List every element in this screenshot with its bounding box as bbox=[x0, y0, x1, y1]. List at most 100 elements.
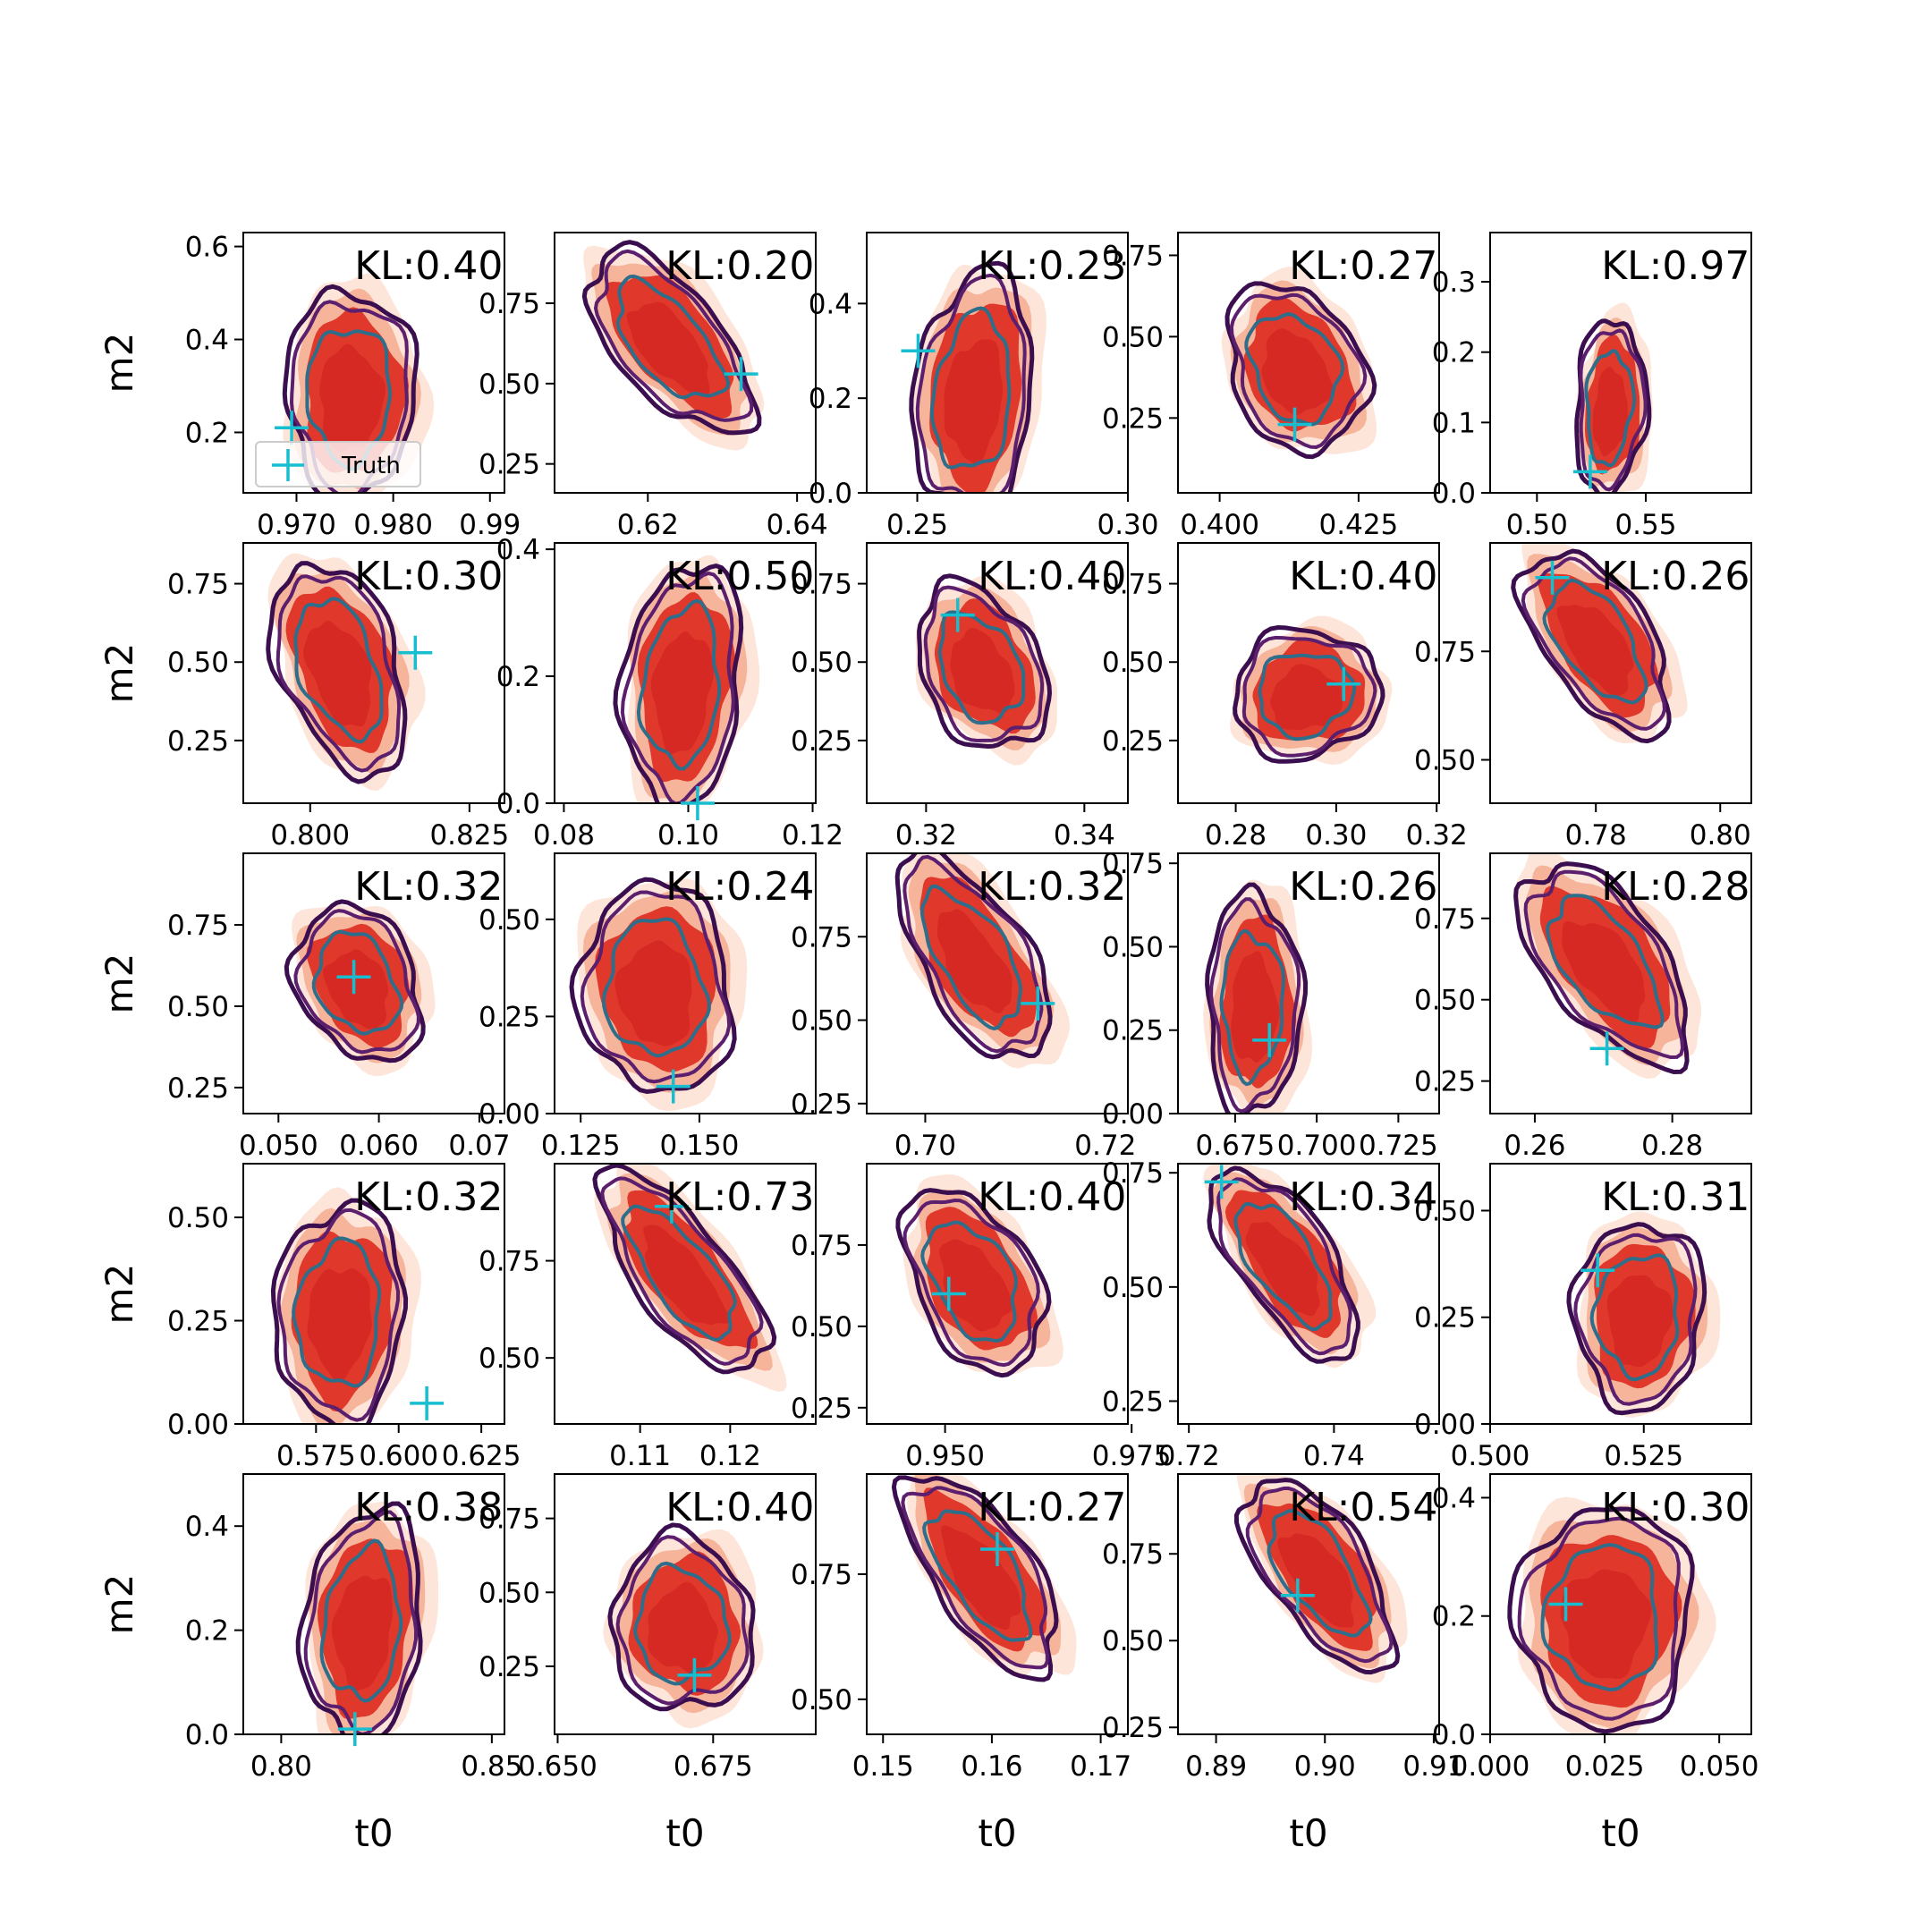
y-tick-label: 0.25 bbox=[791, 1393, 852, 1425]
y-tick-label: 0.25 bbox=[791, 725, 852, 758]
axes-frame bbox=[1177, 542, 1440, 804]
x-tick-label: 0.17 bbox=[1070, 1750, 1131, 1783]
y-tick-label: 0.25 bbox=[791, 1089, 852, 1121]
x-tick-label: 0.72 bbox=[1158, 1440, 1220, 1472]
y-tick-label: 0.2 bbox=[185, 1615, 229, 1648]
contour-line-outer bbox=[592, 1164, 777, 1375]
axes-frame bbox=[242, 1163, 505, 1425]
y-tick-label: 0.00 bbox=[167, 1409, 229, 1441]
panel-2-5: 0.78 0.80 0.50 0.75 KL:0.26 bbox=[1414, 542, 1752, 852]
contour-line-outer bbox=[1574, 318, 1652, 493]
contour-line-outer bbox=[1224, 281, 1377, 460]
contour-group bbox=[270, 1187, 421, 1424]
contour-line-mid bbox=[580, 890, 732, 1084]
axes-frame bbox=[242, 542, 505, 804]
contour-line-mid bbox=[923, 585, 1045, 743]
y-tick-label: 0.50 bbox=[1414, 985, 1476, 1017]
x-tick-label: 0.90 bbox=[1294, 1750, 1356, 1783]
x-tick-label: 0.000 bbox=[1451, 1750, 1530, 1783]
y-tick-label: 0.3 bbox=[1432, 267, 1476, 299]
x-axis-label: t0 bbox=[1601, 1811, 1640, 1855]
contour-line-outer bbox=[1233, 624, 1385, 764]
contour-group bbox=[295, 1501, 439, 1734]
contour-line-mid bbox=[1521, 556, 1666, 731]
panel-3-4: 0.675 0.700 0.725 0.00 0.25 0.50 0.75 KL:0.26 bbox=[1102, 848, 1440, 1162]
density-fill-core bbox=[1231, 951, 1280, 1063]
y-tick-label: 0.75 bbox=[479, 1504, 540, 1536]
panel-1-1: 0.970 0.980 0.99 0.2 0.4 0.6 KL:0.40 Truth m2 bbox=[97, 232, 521, 541]
truth-marker bbox=[1535, 560, 1570, 595]
x-axis-label: t0 bbox=[1289, 1811, 1327, 1855]
truth-marker bbox=[1021, 986, 1055, 1021]
y-tick-label: 0.50 bbox=[1414, 745, 1476, 777]
contour-line-outer bbox=[1233, 1478, 1401, 1675]
x-tick-label: 0.26 bbox=[1504, 1130, 1565, 1162]
x-tick-label: 0.980 bbox=[353, 509, 433, 541]
y-tick-label: 0.4 bbox=[185, 325, 229, 357]
x-tick-label: 0.675 bbox=[1196, 1130, 1275, 1162]
truth-marker bbox=[940, 597, 975, 632]
x-tick-label: 0.150 bbox=[660, 1130, 740, 1162]
panels-layer: 0.970 0.980 0.99 0.2 0.4 0.6 KL:0.40 Truth m2 0.6… bbox=[97, 232, 1759, 1855]
truth-marker bbox=[980, 1531, 1014, 1566]
y-tick-label: 0.25 bbox=[479, 449, 540, 481]
contour-line-inner bbox=[1233, 1201, 1333, 1332]
y-tick-label: 0.25 bbox=[167, 1306, 229, 1338]
kl-label: KL:0.27 bbox=[978, 1485, 1126, 1530]
y-tick-label: 0.4 bbox=[809, 288, 852, 320]
contour-line-outer bbox=[581, 240, 762, 436]
density-fill-core bbox=[322, 949, 389, 1030]
y-tick-label: 0.75 bbox=[1102, 569, 1164, 601]
kl-label: KL:0.32 bbox=[978, 864, 1126, 910]
axes-frame bbox=[1177, 852, 1440, 1114]
contour-line-inner bbox=[937, 610, 1026, 725]
density-fill-core bbox=[1606, 1275, 1674, 1368]
y-tick-label: 0.25 bbox=[1102, 1385, 1164, 1418]
truth-marker bbox=[1580, 1253, 1615, 1288]
truth-marker bbox=[680, 786, 715, 820]
y-tick-label: 0.50 bbox=[167, 991, 229, 1023]
y-tick-label: 0.0 bbox=[496, 788, 540, 820]
y-tick-label: 0.25 bbox=[1102, 1712, 1164, 1744]
y-tick-label: 0.75 bbox=[791, 569, 852, 601]
contour-line-inner bbox=[319, 1538, 403, 1703]
density-fill-core bbox=[319, 343, 386, 453]
contour-line-mid bbox=[1229, 292, 1368, 450]
kl-label: KL:0.24 bbox=[665, 864, 814, 910]
density-fill-core bbox=[1277, 1533, 1354, 1628]
density-fill-core bbox=[648, 1581, 718, 1674]
panel-1-5: 0.50 0.55 0.0 0.1 0.2 0.3 KL:0.97 bbox=[1432, 232, 1752, 541]
x-tick-label: 0.80 bbox=[1690, 819, 1751, 852]
y-tick-label: 0.00 bbox=[1102, 1098, 1164, 1131]
x-tick-label: 0.25 bbox=[886, 509, 948, 541]
y-tick-label: 0.2 bbox=[1432, 337, 1476, 369]
kl-label: KL:0.30 bbox=[1601, 1485, 1750, 1530]
legend: Truth bbox=[255, 441, 421, 487]
y-tick-label: 0.50 bbox=[167, 647, 229, 679]
y-tick-label: 0.75 bbox=[1102, 1538, 1164, 1571]
panel-5-2: 0.650 0.675 0.25 0.50 0.75 KL:0.40 t0 bbox=[479, 1473, 817, 1855]
contour-line-outer bbox=[284, 899, 426, 1063]
contour-group bbox=[1511, 543, 1688, 744]
contour-line-outer bbox=[270, 1198, 409, 1424]
contour-group bbox=[894, 853, 1071, 1069]
x-tick-label: 0.725 bbox=[1359, 1130, 1438, 1162]
contour-line-inner bbox=[1540, 1543, 1659, 1692]
y-tick-label: 0.0 bbox=[1432, 478, 1476, 510]
contour-line-mid bbox=[1579, 328, 1648, 492]
contour-line-inner bbox=[1542, 578, 1648, 705]
y-tick-label: 0.50 bbox=[479, 904, 540, 936]
kl-label: KL:0.40 bbox=[978, 554, 1126, 599]
kl-label: KL:0.54 bbox=[1289, 1485, 1437, 1530]
y-tick-label: 0.4 bbox=[496, 534, 540, 566]
y-tick-label: 0.25 bbox=[167, 1072, 229, 1105]
kl-label: KL:0.30 bbox=[354, 554, 503, 599]
axes-frame bbox=[1177, 232, 1440, 494]
x-tick-label: 0.675 bbox=[674, 1750, 753, 1783]
y-tick-label: 0.50 bbox=[791, 1311, 852, 1343]
contour-group bbox=[1221, 267, 1377, 460]
x-tick-label: 0.11 bbox=[609, 1440, 671, 1472]
kl-label: KL:0.20 bbox=[665, 243, 814, 289]
x-tick-label: 0.700 bbox=[1277, 1130, 1357, 1162]
contour-line-mid bbox=[902, 1198, 1040, 1368]
